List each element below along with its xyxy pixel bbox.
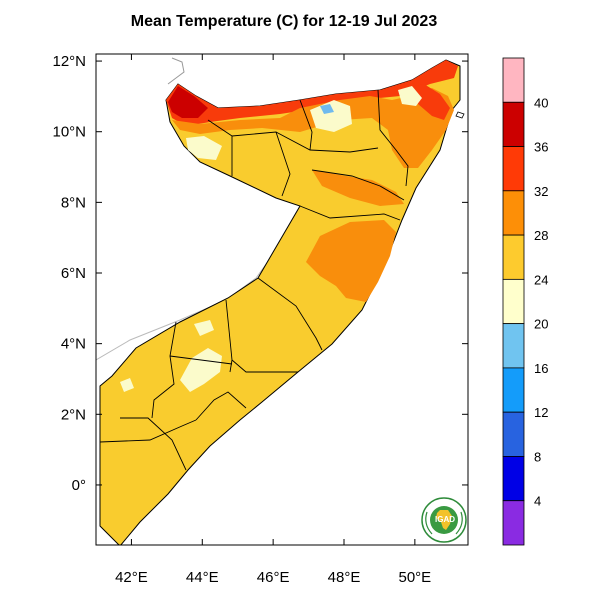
zone-north-coast-28-32 (172, 88, 454, 168)
y-tick-label: 12°N (52, 53, 86, 70)
zone-gedo-cool-a (194, 320, 214, 336)
colorbar-label: 12 (534, 405, 548, 420)
logo-wreath-right (455, 511, 463, 535)
colorbar-swatch (502, 146, 525, 192)
map-layers (96, 57, 465, 545)
colorbar-swatch (502, 101, 525, 147)
zone-sanaag-cool (310, 100, 352, 132)
x-axis: 42°E 44°E 46°E 48°E 50°E (115, 54, 431, 586)
x-tick-label: 48°E (328, 569, 361, 586)
colorbar: 4 8 12 16 20 24 28 32 36 40 (502, 57, 548, 546)
zone-northeast-cool (398, 86, 422, 106)
y-tick-label: 6°N (61, 265, 86, 282)
x-tick-label: 50°E (399, 569, 432, 586)
y-tick-label: 4°N (61, 336, 86, 353)
map-title: Mean Temperature (C) for 12-19 Jul 2023 (131, 13, 438, 30)
zone-nugaal-28-32 (312, 170, 404, 206)
colorbar-label: 8 (534, 449, 541, 464)
colorbar-swatch (502, 190, 525, 236)
colorbar-swatch (502, 411, 525, 457)
igad-logo: IGAD (421, 497, 467, 543)
zone-north-coast-32-36 (166, 60, 458, 126)
colorbar-label: 36 (534, 140, 548, 155)
zone-sanaag-cold-16-20 (320, 104, 334, 114)
x-tick-label: 46°E (257, 569, 290, 586)
colorbar-swatch (502, 367, 525, 413)
y-tick-label: 10°N (52, 124, 86, 141)
zone-bakool-cool (180, 348, 222, 392)
africa-icon (436, 510, 452, 530)
colorbar-swatch (502, 278, 525, 325)
logo-wreath-left (425, 511, 433, 535)
admin-boundaries (99, 89, 409, 471)
colorbar-swatch (502, 234, 525, 280)
colorbar-swatch (502, 500, 525, 546)
zone-central-28-32 (306, 220, 396, 302)
y-tick-label: 0° (72, 477, 86, 494)
colorbar-swatch (502, 57, 525, 103)
x-tick-label: 42°E (115, 569, 148, 586)
colorbar-label: 32 (534, 184, 548, 199)
y-axis: 0° 2°N 4°N 6°N 8°N 10°N 12°N (52, 53, 468, 494)
logo-text: IGAD (435, 515, 455, 524)
colorbar-label: 16 (534, 361, 548, 376)
y-tick-label: 2°N (61, 406, 86, 423)
x-tick-label: 44°E (186, 569, 219, 586)
zone-northwest-cool (186, 136, 222, 160)
plot-frame (95, 53, 469, 546)
colorbar-swatch (502, 323, 525, 369)
colorbar-label: 24 (534, 272, 548, 287)
islet (455, 111, 465, 119)
colorbar-label: 28 (534, 228, 548, 243)
colorbar-swatch (502, 456, 525, 502)
neighbor-border-djibouti (167, 57, 185, 85)
colorbar-label: 20 (534, 317, 548, 332)
colorbar-label: 4 (534, 494, 541, 509)
zone-northwest-36-40 (168, 86, 208, 118)
zone-gedo-cool-b (120, 378, 134, 392)
y-tick-label: 8°N (61, 194, 86, 211)
colorbar-label: 40 (534, 95, 548, 110)
